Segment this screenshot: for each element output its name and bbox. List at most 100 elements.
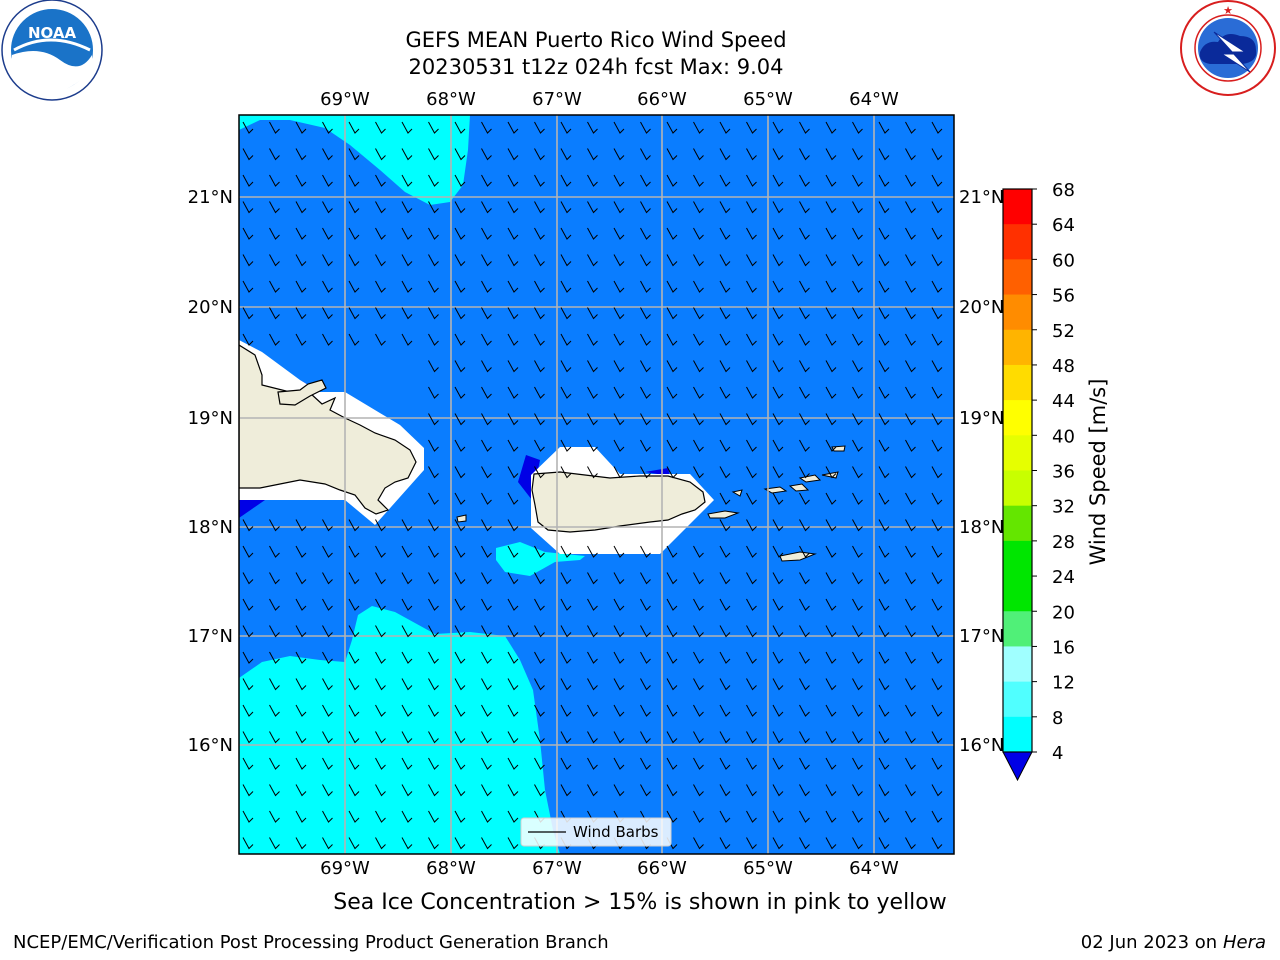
wind-barb (772, 519, 784, 532)
wind-barb (746, 492, 757, 505)
colorbar-tick-label: 16 (1052, 637, 1075, 658)
wind-barb (825, 360, 837, 373)
wind-barb (269, 731, 280, 744)
wind-barb (799, 784, 810, 797)
wind-barb (507, 466, 519, 479)
lon-label-bottom: 68°W (426, 858, 476, 879)
wind-barb (481, 651, 492, 664)
wind-barb (587, 704, 598, 717)
wind-barb (905, 280, 916, 293)
wind-barb (560, 784, 572, 797)
wind-barb (534, 466, 545, 479)
lon-label-bottom: 64°W (849, 858, 899, 879)
wind-barb (825, 757, 837, 770)
wind-barb (640, 598, 651, 611)
wind-barb (269, 678, 280, 691)
wind-barb (878, 837, 890, 850)
wind-barb (878, 227, 890, 240)
wind-barb (481, 784, 492, 797)
wind-barb (481, 360, 492, 373)
wind-barb (693, 439, 704, 452)
wind-barb (401, 704, 413, 717)
wind-barb (719, 651, 731, 664)
wind-barb (322, 651, 333, 664)
wind-barb (242, 174, 254, 187)
wind-barb (454, 837, 466, 850)
wind-barb (852, 784, 863, 797)
wind-barb (666, 625, 678, 638)
colorbar-tick-label: 64 (1052, 215, 1075, 236)
wind-barb (613, 572, 625, 585)
wind-barb (295, 333, 307, 346)
wind-barb (799, 651, 810, 664)
wind-barb (931, 519, 943, 532)
wind-barb (640, 704, 651, 717)
wind-barb (587, 625, 598, 638)
wind-barb (878, 360, 890, 373)
wind-barb (878, 519, 890, 532)
wind-barb (348, 784, 360, 797)
wind-barb (719, 731, 731, 744)
wind-barb (693, 757, 704, 770)
lat-label-right: 19°N (959, 408, 1004, 429)
wind-barb (454, 386, 466, 399)
wind-8-12-region-north (239, 115, 470, 205)
wind-barb (931, 333, 943, 346)
wind-barb (640, 651, 651, 664)
wind-barb (322, 810, 333, 823)
wind-barb (428, 413, 439, 426)
wind-barb (481, 148, 492, 161)
wind-barb (905, 572, 916, 585)
wind-barb (295, 704, 307, 717)
wind-barb (905, 837, 916, 850)
wind-barb (799, 148, 810, 161)
wind-barb (560, 678, 572, 691)
wind-barb (428, 810, 439, 823)
island-st-john (788, 483, 810, 492)
wind-barb (640, 413, 651, 426)
wind-barb (799, 492, 810, 505)
lat-label-left: 17°N (188, 626, 233, 647)
wind-barb (507, 545, 519, 558)
wind-barb (719, 413, 731, 426)
wind-barb (746, 572, 757, 585)
wind-barb (746, 280, 757, 293)
wind-barb (640, 121, 651, 134)
wind-barb (746, 121, 757, 134)
wind-barb (666, 572, 678, 585)
colorbar: 68 64 60 56 52 48 44 40 36 32 28 24 20 16 12 8 4 (1002, 180, 1075, 782)
wind-barb (905, 784, 916, 797)
lat-label-left: 19°N (188, 408, 233, 429)
wind-barb (269, 704, 280, 717)
wind-barb (852, 651, 863, 664)
wind-barb (481, 598, 492, 611)
wind-barb (746, 201, 757, 214)
colorbar-segment (1003, 224, 1032, 260)
wind-barb (428, 704, 439, 717)
wind-barb (507, 519, 519, 532)
wind-barb (534, 625, 545, 638)
wind-barb (401, 333, 413, 346)
wind-barb (799, 572, 810, 585)
wind-barb (852, 227, 863, 240)
wind-barb (242, 810, 254, 823)
lon-label-top: 68°W (426, 89, 476, 110)
wind-barb (613, 545, 625, 558)
wind-barb (931, 757, 943, 770)
wind-barb (269, 227, 280, 240)
wind-barb (269, 598, 280, 611)
wind-barb (666, 307, 678, 320)
wind-barb (666, 333, 678, 346)
wind-barb (481, 492, 492, 505)
wind-barb (799, 704, 810, 717)
wind-barb (613, 307, 625, 320)
wind-barb (693, 784, 704, 797)
wind-barb (587, 439, 598, 452)
wind-barb (772, 174, 784, 187)
wind-barb (931, 148, 943, 161)
wind-barb (428, 545, 439, 558)
wind-barb (507, 413, 519, 426)
wind-barb (825, 519, 837, 532)
wind-barb (852, 757, 863, 770)
wind-barb (348, 519, 360, 532)
